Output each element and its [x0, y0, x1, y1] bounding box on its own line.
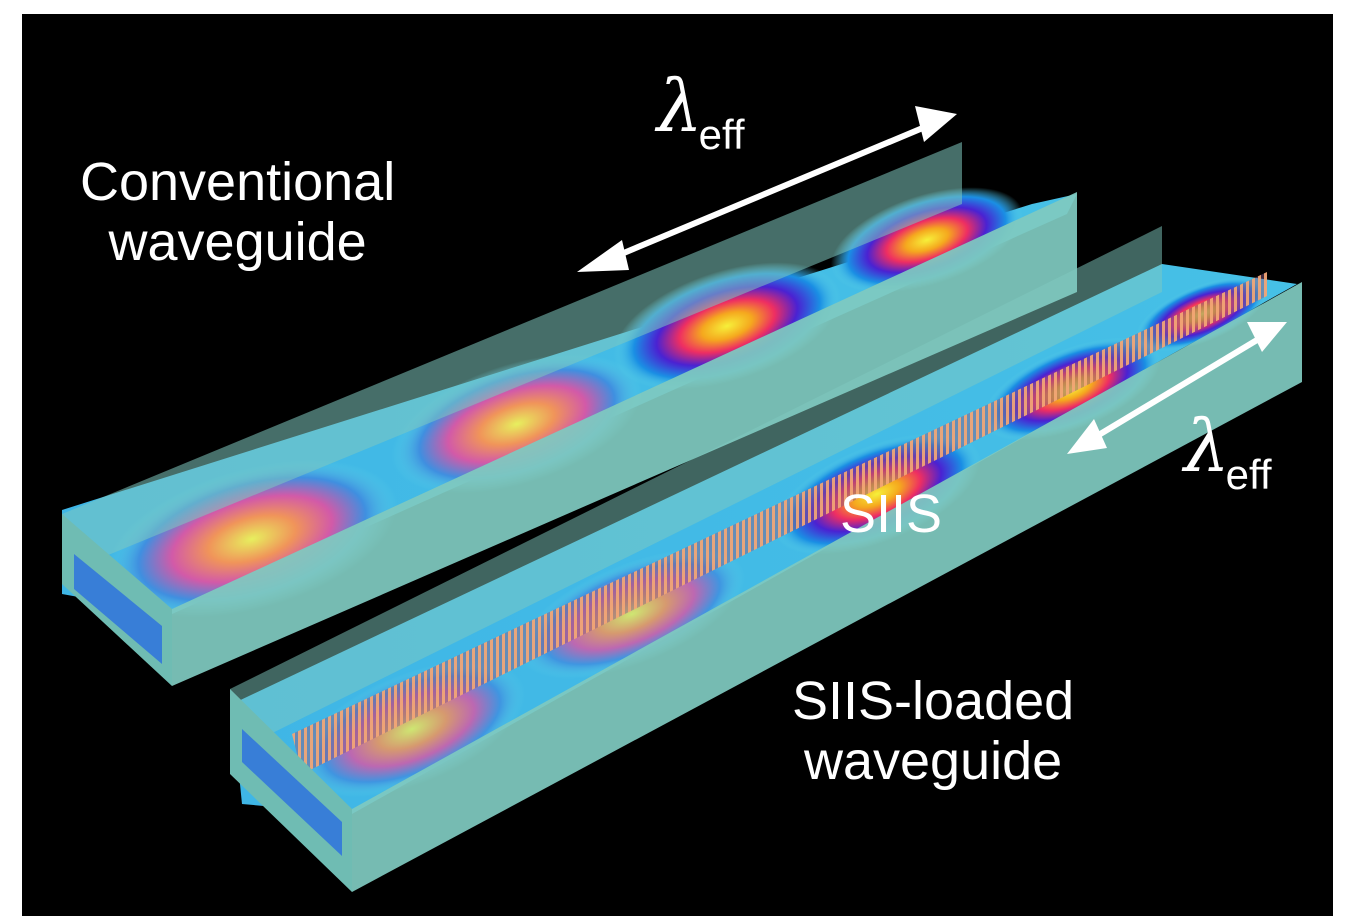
- siis-loaded-waveguide-label: SIIS-loaded waveguide: [792, 671, 1074, 792]
- siis-end-opening: [242, 729, 342, 856]
- conventional-end-opening: [74, 554, 162, 664]
- lambda-symbol: λ: [1184, 404, 1230, 488]
- conventional-waveguide-label: Conventional waveguide: [80, 152, 395, 273]
- conventional-front-wall: [172, 192, 1077, 686]
- siis-front-wall: [352, 282, 1302, 892]
- lambda-arrow-top: [577, 106, 957, 272]
- siis-structure: [292, 272, 1267, 774]
- figure-canvas: Conventional waveguide SIIS-loaded waveg…: [22, 14, 1333, 916]
- siis-back-wall: [230, 226, 1162, 754]
- lambda-symbol: λ: [657, 64, 703, 148]
- lambda-eff-label-right: λeff: [1184, 404, 1276, 498]
- conventional-back-wall: [62, 142, 962, 574]
- lambda-subscript: eff: [698, 111, 745, 158]
- lambda-subscript: eff: [1225, 451, 1272, 498]
- field-lobe: [773, 433, 981, 555]
- siis-loaded-waveguide: [230, 226, 1302, 892]
- lambda-eff-label-top: λeff: [657, 64, 749, 158]
- lambda-arrow-right: [1067, 322, 1287, 454]
- conventional-waveguide: [62, 142, 1077, 686]
- siis-loaded-label-line1: SIIS-loaded: [792, 671, 1075, 731]
- waveguide-illustration: [62, 106, 1302, 892]
- siis-label: SIIS: [840, 484, 943, 544]
- siis-loaded-label-line2: waveguide: [804, 731, 1063, 792]
- field-lobe: [298, 661, 526, 797]
- conventional-label-line2: waveguide: [108, 212, 367, 273]
- conventional-label-line1: Conventional: [80, 152, 396, 212]
